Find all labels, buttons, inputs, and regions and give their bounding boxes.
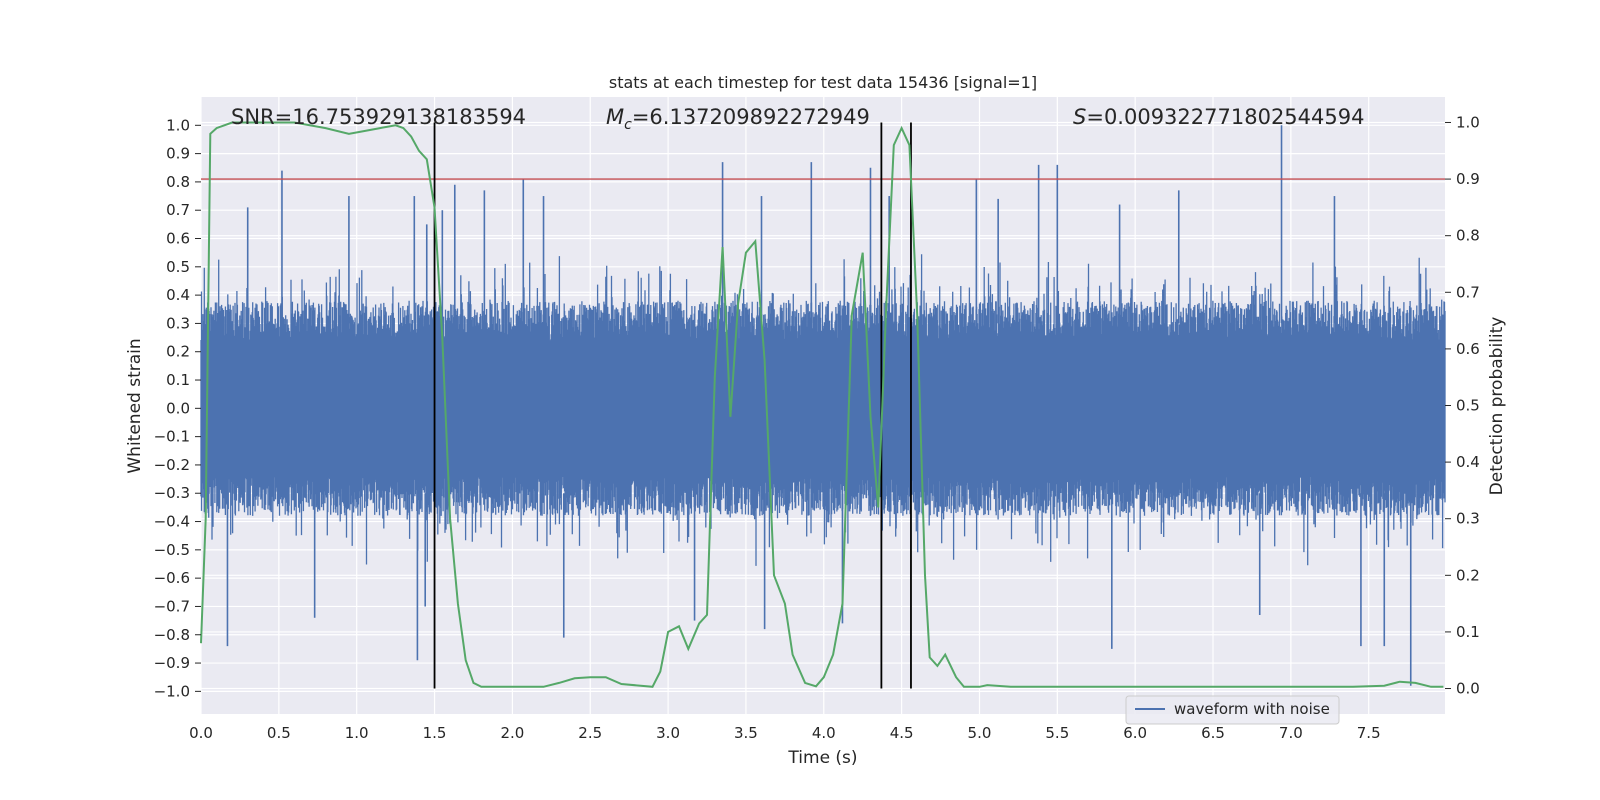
x-tick-label: 7.0: [1279, 724, 1303, 742]
waveform-line: [200, 254, 1446, 566]
y-right-tick-label: 0.7: [1456, 283, 1480, 301]
y-left-axis-title: Whitened strain: [125, 338, 145, 473]
legend-entry: waveform with noise: [1174, 700, 1330, 718]
x-tick-label: 6.0: [1123, 724, 1147, 742]
x-tick-label: 5.0: [968, 724, 992, 742]
x-tick-label: 5.5: [1045, 724, 1069, 742]
y-left-tick-label: −0.5: [154, 541, 190, 559]
x-tick-label: 2.0: [500, 724, 524, 742]
y-left-tick-label: −0.9: [154, 654, 190, 672]
waveform-series: [200, 125, 1446, 686]
x-tick-label: 3.0: [656, 724, 680, 742]
x-tick-label: 6.5: [1201, 724, 1225, 742]
y-left-tick-label: −0.7: [154, 597, 190, 615]
y-right-tick-label: 0.5: [1456, 397, 1480, 415]
x-tick-label: 7.5: [1357, 724, 1381, 742]
s-symbol: S: [1073, 105, 1086, 129]
s-annotation: S=0.009322771802544594: [1073, 105, 1364, 129]
s-value: =0.009322771802544594: [1086, 105, 1364, 129]
y-left-tick-label: 0.1: [166, 371, 190, 389]
x-tick-label: 0.0: [189, 724, 213, 742]
y-left-tick-label: −1.0: [154, 682, 190, 700]
chirp-mass-symbol: M: [606, 105, 624, 129]
x-tick-label: 4.5: [890, 724, 914, 742]
x-tick-label: 1.5: [423, 724, 447, 742]
y-left-tick-label: −0.3: [154, 484, 190, 502]
x-tick-label: 2.5: [578, 724, 602, 742]
detection-probability-line: [200, 121, 1444, 688]
y-right-tick-label: 0.6: [1456, 340, 1480, 358]
y-right-tick-label: 0.8: [1456, 227, 1480, 245]
y-left-tick-label: 0.4: [166, 286, 190, 304]
y-right-tick-label: 1.0: [1456, 113, 1480, 131]
chirp-mass-subscript: c: [624, 117, 632, 133]
y-right-tick-label: 0.3: [1456, 510, 1480, 528]
x-axis-title: Time (s): [787, 748, 857, 768]
y-left-tick-label: −0.8: [154, 626, 190, 644]
y-left-tick-label: −0.6: [154, 569, 190, 587]
y-right-tick-label: 0.4: [1456, 453, 1480, 471]
y-right-tick-label: 0.0: [1456, 680, 1480, 698]
axis-ticks: 0.0 0.5 1.0 1.5 2.0 2.5 3.0 3.5 4.0 4.5 5.0 5.5 6.0 6…: [154, 113, 1480, 742]
y-left-tick-label: −0.2: [154, 456, 190, 474]
x-tick-label: 0.5: [267, 724, 291, 742]
y-left-tick-label: 0.3: [166, 314, 190, 332]
y-left-tick-label: 0.5: [166, 258, 190, 276]
snr-annotation: SNR=16.753929138183594: [231, 105, 526, 129]
y-left-tick-label: 0.8: [166, 173, 190, 191]
y-left-tick-label: 1.0: [166, 116, 190, 134]
y-right-axis-title: Detection probability: [1487, 317, 1507, 496]
chirp-mass-value: =6.137209892272949: [632, 105, 870, 129]
y-left-tick-label: 0.2: [166, 343, 190, 361]
x-tick-label: 3.5: [734, 724, 758, 742]
detection-probability-series: [200, 121, 1444, 688]
y-left-tick-label: 0.6: [166, 230, 190, 248]
y-left-tick-label: −0.1: [154, 428, 190, 446]
x-tick-label: 1.0: [345, 724, 369, 742]
y-right-tick-label: 0.2: [1456, 566, 1480, 584]
chart-title: stats at each timestep for test data 154…: [609, 73, 1037, 92]
y-right-tick-label: 0.9: [1456, 170, 1480, 188]
y-left-tick-label: 0.0: [166, 399, 190, 417]
x-tick-label: 4.0: [812, 724, 836, 742]
y-left-tick-label: −0.4: [154, 513, 190, 531]
y-left-tick-label: 0.9: [166, 145, 190, 163]
y-right-tick-label: 0.1: [1456, 623, 1480, 641]
legend: waveform with noise: [1125, 695, 1340, 725]
chirp-mass-annotation: Mc=6.137209892272949: [606, 105, 870, 133]
y-left-tick-label: 0.7: [166, 201, 190, 219]
legend-box: [1125, 695, 1340, 725]
